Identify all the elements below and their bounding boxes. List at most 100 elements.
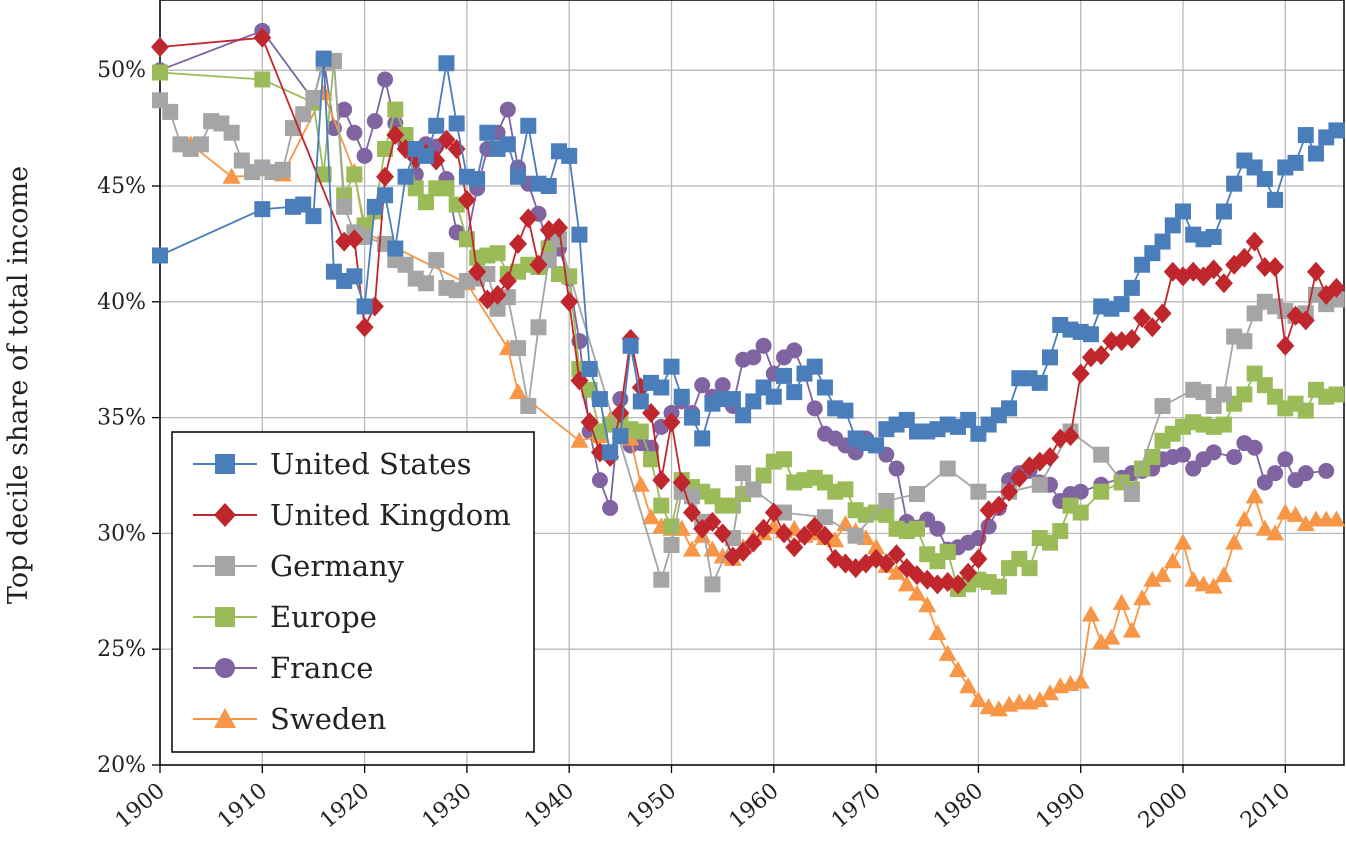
- data-point-marker: [346, 166, 363, 183]
- data-point-marker: [1082, 326, 1099, 343]
- data-point-marker: [1153, 566, 1172, 583]
- data-point-marker: [1205, 228, 1222, 245]
- data-point-marker: [1318, 462, 1335, 479]
- data-point-marker: [909, 520, 926, 537]
- data-point-marker: [458, 231, 475, 248]
- data-point-marker: [274, 161, 291, 178]
- data-point-marker: [806, 358, 823, 375]
- legend-item: United Kingdom: [193, 498, 511, 532]
- data-point-marker: [929, 520, 946, 537]
- plot-area-frame: [159, 0, 1345, 766]
- data-point-marker: [1286, 505, 1305, 522]
- data-point-marker: [1267, 465, 1284, 482]
- data-point-marker: [1276, 335, 1295, 356]
- data-point-marker: [1092, 345, 1111, 366]
- data-point-marker: [602, 444, 619, 461]
- data-point-marker: [1297, 465, 1314, 482]
- data-point-marker: [642, 508, 661, 525]
- data-point-marker: [1204, 259, 1223, 280]
- data-point-marker: [345, 229, 364, 250]
- data-point-marker: [939, 543, 956, 560]
- data-point-marker: [754, 518, 773, 539]
- data-point-marker: [643, 451, 660, 468]
- data-point-marker: [254, 201, 271, 218]
- data-point-marker: [509, 383, 528, 400]
- data-point-marker: [815, 525, 834, 546]
- data-point-marker: [499, 101, 516, 118]
- data-point-marker: [1122, 621, 1141, 638]
- legend-item: Sweden: [193, 702, 386, 736]
- data-point-marker: [581, 360, 598, 377]
- data-point-marker: [867, 538, 886, 555]
- data-point-marker: [1143, 570, 1162, 587]
- x-tick-label: 1920: [315, 778, 374, 833]
- data-point-marker: [1214, 273, 1233, 294]
- data-point-marker: [499, 136, 516, 153]
- data-point-marker: [1031, 374, 1048, 391]
- series-group: [151, 22, 1346, 717]
- data-point-marker: [1245, 231, 1264, 252]
- data-point-marker: [520, 117, 537, 134]
- data-point-marker: [735, 465, 752, 482]
- legend-label: United Kingdom: [270, 498, 511, 532]
- legend-box: [171, 431, 535, 753]
- data-point-marker: [990, 578, 1007, 595]
- data-point-marker: [1041, 684, 1060, 701]
- data-point-marker: [346, 124, 363, 141]
- y-tick-label: 50%: [97, 58, 146, 83]
- data-point-marker: [1226, 175, 1243, 192]
- data-point-marker: [1123, 279, 1140, 296]
- data-point-marker: [928, 623, 947, 640]
- data-point-marker: [366, 113, 383, 130]
- data-point-marker: [1122, 328, 1141, 349]
- y-tick-label: 35%: [97, 406, 146, 431]
- data-point-marker: [1245, 487, 1264, 504]
- y-tick-label: 20%: [97, 753, 146, 778]
- data-point-marker: [1297, 402, 1314, 419]
- data-point-marker: [1093, 483, 1110, 500]
- data-point-marker: [498, 270, 517, 291]
- data-point-marker: [653, 379, 670, 396]
- data-point-marker: [755, 337, 772, 354]
- data-point-marker: [602, 499, 619, 516]
- data-point-marker: [887, 544, 906, 565]
- data-point-marker: [663, 518, 680, 535]
- data-point-marker: [448, 115, 465, 132]
- data-point-marker: [1277, 451, 1294, 468]
- data-point-marker: [305, 89, 322, 106]
- data-point-marker: [1153, 303, 1172, 324]
- data-point-marker: [1215, 203, 1232, 220]
- y-tick-label: 40%: [97, 290, 146, 315]
- data-point-marker: [214, 503, 236, 527]
- data-point-marker: [969, 548, 988, 569]
- data-point-marker: [549, 217, 568, 238]
- data-point-marker: [417, 194, 434, 211]
- data-point-marker: [1236, 386, 1253, 403]
- legend-label: Sweden: [270, 702, 386, 736]
- y-tick-label: 25%: [97, 637, 146, 662]
- data-point-marker: [1235, 510, 1254, 527]
- data-point-marker: [1266, 257, 1285, 278]
- data-point-marker: [397, 127, 414, 144]
- data-point-marker: [816, 379, 833, 396]
- data-point-marker: [764, 502, 783, 523]
- data-point-marker: [1236, 333, 1253, 350]
- data-point-marker: [1256, 474, 1273, 491]
- y-tick-label: 30%: [97, 521, 146, 546]
- data-point-marker: [776, 451, 793, 468]
- data-point-marker: [417, 147, 434, 164]
- y-tick-label: 45%: [97, 174, 146, 199]
- data-point-marker: [295, 106, 312, 123]
- data-point-marker: [1143, 317, 1162, 338]
- data-point-marker: [1021, 560, 1038, 577]
- data-point-marker: [938, 644, 957, 661]
- data-point-marker: [529, 254, 548, 275]
- data-point-marker: [652, 470, 671, 491]
- data-point-marker: [970, 483, 987, 500]
- data-point-marker: [1214, 566, 1233, 583]
- data-point-marker: [305, 208, 322, 225]
- data-point-marker: [509, 233, 528, 254]
- data-point-marker: [887, 563, 906, 580]
- data-point-marker: [315, 50, 332, 67]
- data-point-marker: [694, 430, 711, 447]
